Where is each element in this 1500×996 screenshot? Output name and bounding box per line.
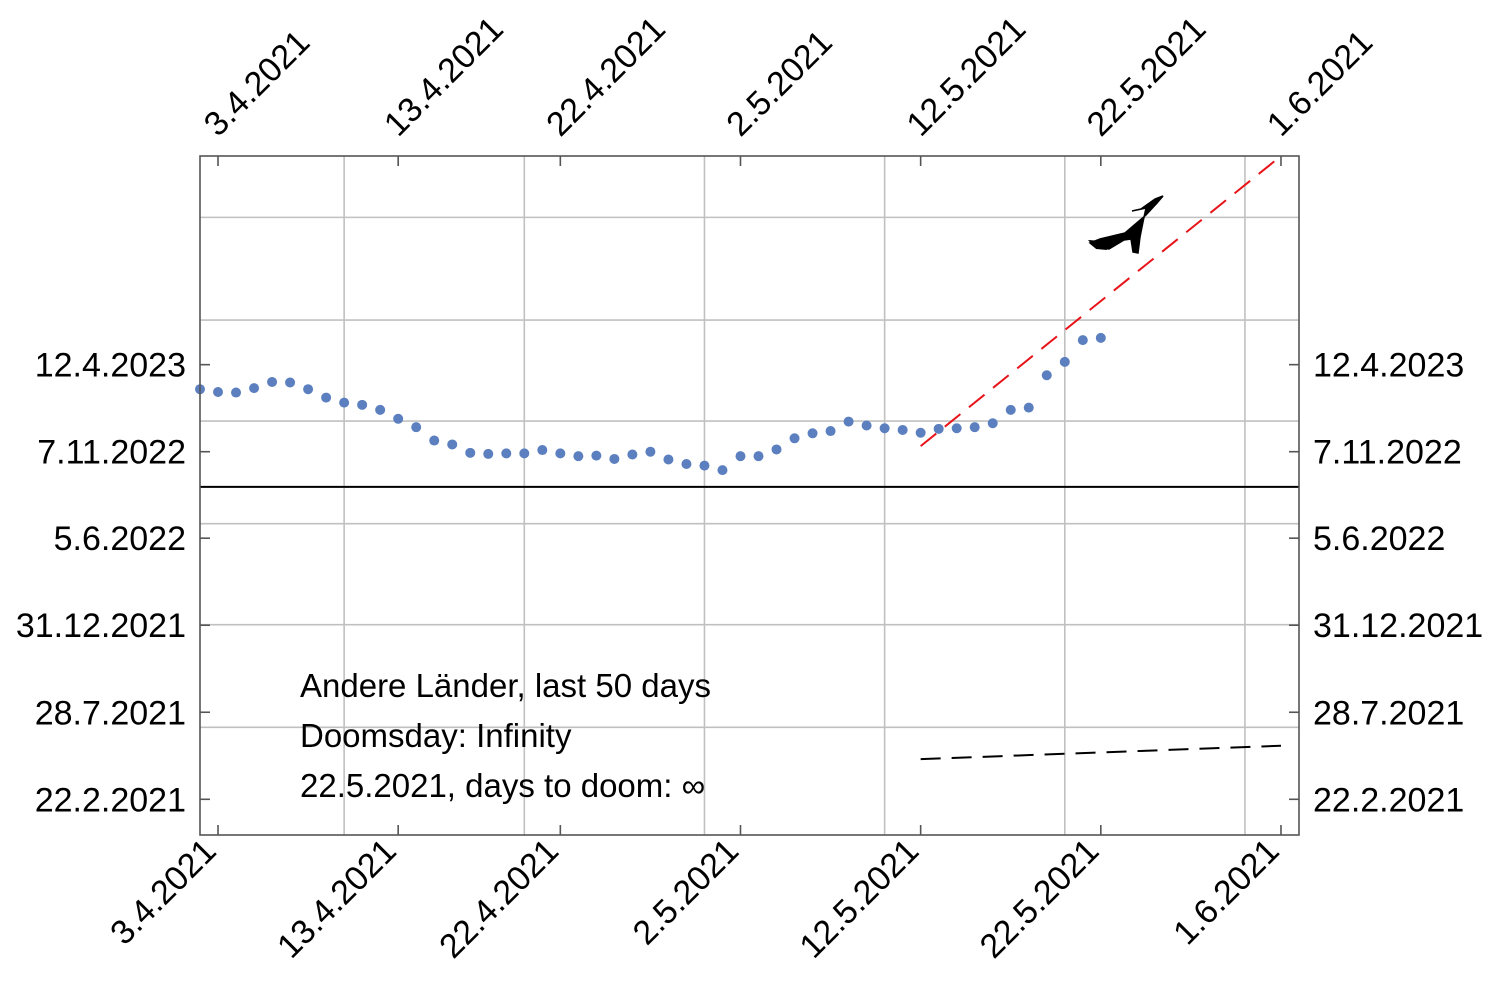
data-point: [213, 387, 224, 398]
data-point: [609, 453, 620, 464]
annotation-line-1: Andere Länder, last 50 days: [300, 667, 711, 704]
data-point: [735, 451, 746, 462]
x-tick-label-top: 1.6.2021: [1260, 23, 1380, 143]
data-point: [231, 387, 242, 398]
annotation: Andere Länder, last 50 days Doomsday: In…: [300, 667, 711, 804]
data-point: [429, 435, 440, 446]
data-point: [645, 446, 656, 457]
data-points: [195, 332, 1106, 476]
data-point: [447, 439, 458, 450]
data-point: [573, 451, 584, 462]
data-point: [1041, 370, 1052, 381]
x-tick-label-bottom: 3.4.2021: [103, 832, 223, 952]
axis-ticks: [200, 156, 1299, 835]
annotation-line-2: Doomsday: Infinity: [300, 717, 572, 754]
annotation-line-3: 22.5.2021, days to doom: ∞: [300, 767, 705, 804]
fit-line: [920, 744, 1282, 761]
y-tick-label-right: 22.2.2021: [1313, 781, 1464, 819]
data-point: [321, 392, 332, 403]
y-tick-label-right: 28.7.2021: [1313, 694, 1464, 732]
airplane-body: [1088, 195, 1164, 254]
x-tick-label-top: 3.4.2021: [197, 23, 317, 143]
y-tick-label-left: 28.7.2021: [35, 694, 186, 732]
x-tick-label-bottom: 22.4.2021: [432, 832, 566, 966]
data-point: [519, 448, 530, 459]
x-tick-label-top: 22.5.2021: [1080, 10, 1214, 144]
data-point: [933, 423, 944, 434]
data-point: [681, 458, 692, 469]
data-point: [987, 418, 998, 429]
y-tick-label-right: 7.11.2022: [1313, 434, 1462, 472]
y-tick-label-left: 31.12.2021: [16, 607, 186, 645]
y-tick-label-right: 5.6.2022: [1313, 520, 1445, 558]
x-tick-label-bottom: 1.6.2021: [1166, 832, 1286, 952]
data-point: [267, 376, 278, 387]
data-point: [1077, 335, 1088, 346]
data-point: [699, 460, 710, 471]
y-tick-label-right: 31.12.2021: [1313, 607, 1483, 645]
data-point: [483, 448, 494, 459]
data-point: [591, 450, 602, 461]
data-point: [1059, 356, 1070, 367]
data-point: [339, 397, 350, 408]
data-point: [825, 426, 836, 437]
data-point: [1095, 332, 1106, 343]
plot-frame: [199, 155, 1300, 836]
data-point: [501, 448, 512, 459]
data-point: [663, 454, 674, 465]
y-tick-label-left: 7.11.2022: [37, 434, 186, 472]
fit-line: [920, 156, 1282, 447]
x-tick-label-bottom: 22.5.2021: [973, 832, 1107, 966]
data-point: [969, 422, 980, 433]
data-point: [537, 445, 548, 456]
data-point: [897, 424, 908, 435]
data-point: [951, 423, 962, 434]
data-point: [303, 384, 314, 395]
x-tick-label-bottom: 2.5.2021: [626, 832, 746, 952]
gridlines: [200, 156, 1299, 835]
y-tick-label-left: 5.6.2022: [54, 520, 186, 558]
y-tick-label-left: 12.4.2023: [35, 347, 186, 385]
data-point: [717, 465, 728, 476]
airplane-icon: [1088, 195, 1164, 254]
data-point: [627, 449, 638, 460]
y-tick-label-right: 12.4.2023: [1313, 347, 1464, 385]
x-tick-label-top: 22.4.2021: [539, 10, 673, 144]
data-point: [861, 420, 872, 431]
data-point: [789, 433, 800, 444]
x-tick-label-top: 13.4.2021: [377, 10, 511, 144]
airplane-tail: [1088, 240, 1107, 250]
data-point: [753, 451, 764, 462]
data-point: [375, 404, 386, 415]
data-point: [357, 399, 368, 410]
data-point: [1005, 404, 1016, 415]
data-point: [1023, 402, 1034, 413]
data-point: [915, 427, 926, 438]
x-tick-label-top: 12.5.2021: [899, 10, 1033, 144]
data-point: [555, 448, 566, 459]
y-tick-label-left: 22.2.2021: [35, 781, 186, 819]
x-tick-label-bottom: 13.4.2021: [270, 832, 404, 966]
data-point: [843, 416, 854, 427]
data-point: [393, 413, 404, 424]
fit-lines: [920, 156, 1282, 761]
data-point: [285, 377, 296, 388]
data-point: [807, 428, 818, 439]
data-point: [879, 423, 890, 434]
data-point: [771, 444, 782, 455]
x-tick-label-bottom: 12.5.2021: [792, 832, 926, 966]
data-point: [249, 383, 260, 394]
data-point: [465, 447, 476, 458]
x-tick-label-top: 2.5.2021: [719, 23, 839, 143]
data-point: [411, 422, 422, 433]
